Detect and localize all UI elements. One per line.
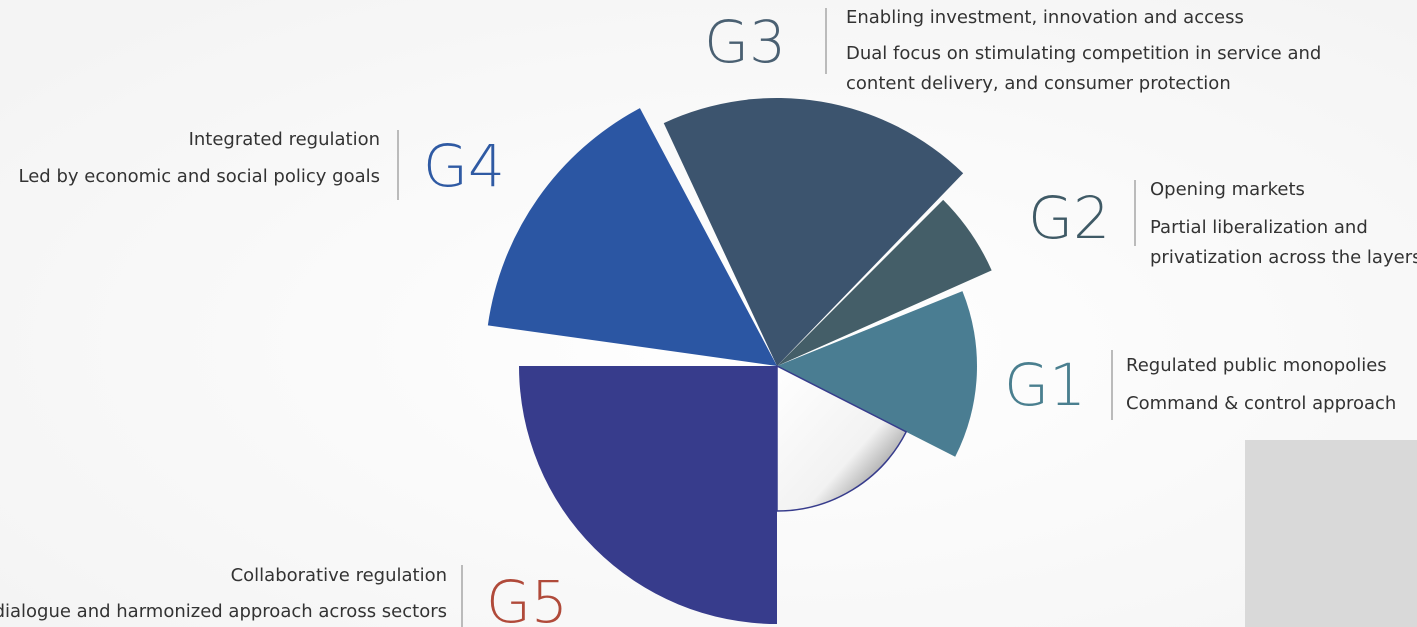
text-line: Collaborative regulation bbox=[231, 565, 447, 586]
text-line: Led by economic and social policy goals bbox=[19, 166, 380, 187]
text-line: Dual focus on stimulating competition in… bbox=[846, 43, 1321, 64]
gray-panel bbox=[1245, 440, 1417, 627]
text-line: content delivery, and consumer protectio… bbox=[846, 73, 1231, 94]
wedges bbox=[487, 97, 992, 624]
wedge-blank bbox=[776, 364, 908, 512]
text-line: Partial liberalization and bbox=[1150, 217, 1368, 238]
text-line: privatization across the layers bbox=[1150, 247, 1417, 268]
generation-label: G3 bbox=[704, 8, 786, 76]
generation-label: G2 bbox=[1028, 184, 1110, 252]
text-line: Integrated regulation bbox=[189, 129, 380, 150]
text-line: dialogue and harmonized approach across … bbox=[0, 601, 447, 622]
wedge-g3 bbox=[663, 97, 964, 366]
text-line: Regulated public monopolies bbox=[1126, 355, 1387, 376]
text-line: Opening markets bbox=[1150, 179, 1305, 200]
wedge-g2 bbox=[777, 199, 992, 366]
wedge-g1 bbox=[777, 291, 977, 457]
generation-label: G1 bbox=[1004, 351, 1086, 419]
wedge-g4 bbox=[487, 108, 777, 366]
generation-label: G4 bbox=[423, 132, 505, 200]
text-line: Enabling investment, innovation and acce… bbox=[846, 7, 1244, 28]
wedge-g5 bbox=[519, 366, 777, 624]
generation-label: G5 bbox=[486, 568, 568, 627]
text-line: Command & control approach bbox=[1126, 393, 1396, 414]
